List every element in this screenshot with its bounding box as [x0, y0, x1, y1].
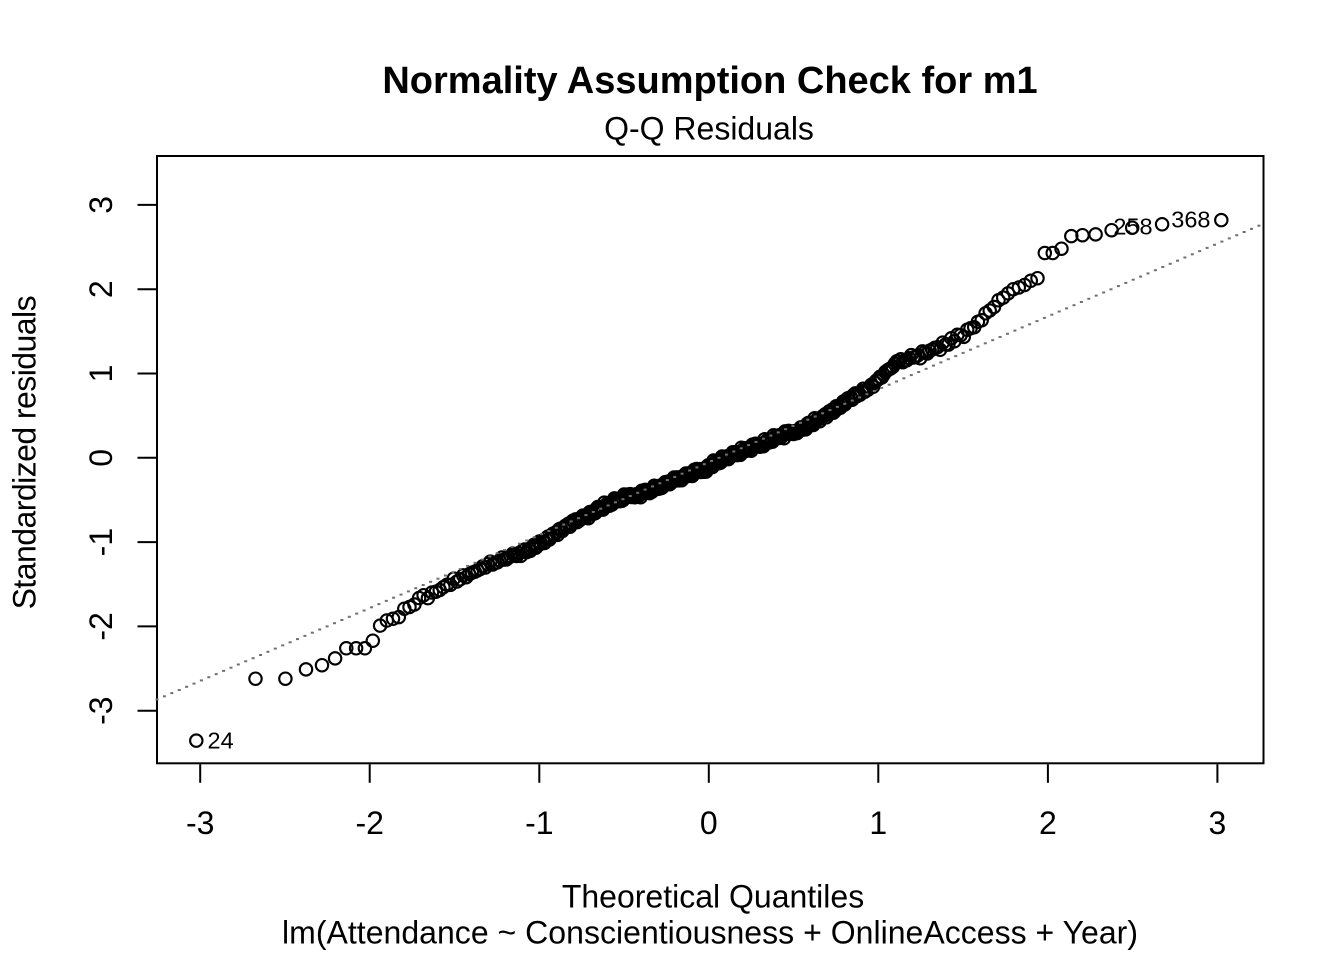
svg-text:0: 0 [700, 805, 718, 841]
svg-text:3: 3 [1209, 805, 1227, 841]
svg-text:-2: -2 [355, 805, 383, 841]
svg-text:1: 1 [869, 805, 887, 841]
svg-text:1: 1 [83, 365, 119, 383]
svg-text:2: 2 [83, 280, 119, 298]
svg-text:lm(Attendance ~ Conscientiousn: lm(Attendance ~ Conscientiousness + Onli… [282, 914, 1138, 950]
svg-text:Normality Assumption Check for: Normality Assumption Check for m1 [382, 60, 1037, 102]
svg-text:Theoretical Quantiles: Theoretical Quantiles [562, 878, 864, 914]
svg-text:-1: -1 [83, 528, 119, 556]
svg-text:-2: -2 [83, 612, 119, 640]
svg-text:2: 2 [1039, 805, 1057, 841]
svg-text:258: 258 [1113, 213, 1152, 239]
svg-text:-1: -1 [525, 805, 553, 841]
svg-text:0: 0 [83, 449, 119, 467]
svg-text:368: 368 [1171, 206, 1210, 232]
svg-text:Q-Q Residuals: Q-Q Residuals [604, 110, 814, 146]
svg-text:3: 3 [83, 196, 119, 214]
svg-text:24: 24 [208, 728, 234, 754]
svg-text:-3: -3 [186, 805, 214, 841]
svg-text:-3: -3 [83, 696, 119, 724]
svg-text:Standardized residuals: Standardized residuals [7, 295, 43, 609]
